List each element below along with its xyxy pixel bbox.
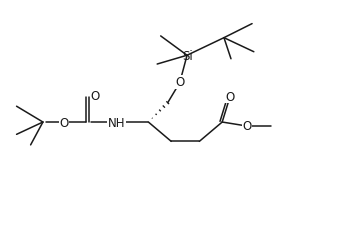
Text: O: O [225,91,234,103]
Text: O: O [90,90,100,103]
Text: Si: Si [183,49,193,62]
Text: O: O [242,119,251,132]
Text: NH: NH [108,116,126,129]
Text: O: O [175,76,185,89]
Text: O: O [59,116,68,129]
